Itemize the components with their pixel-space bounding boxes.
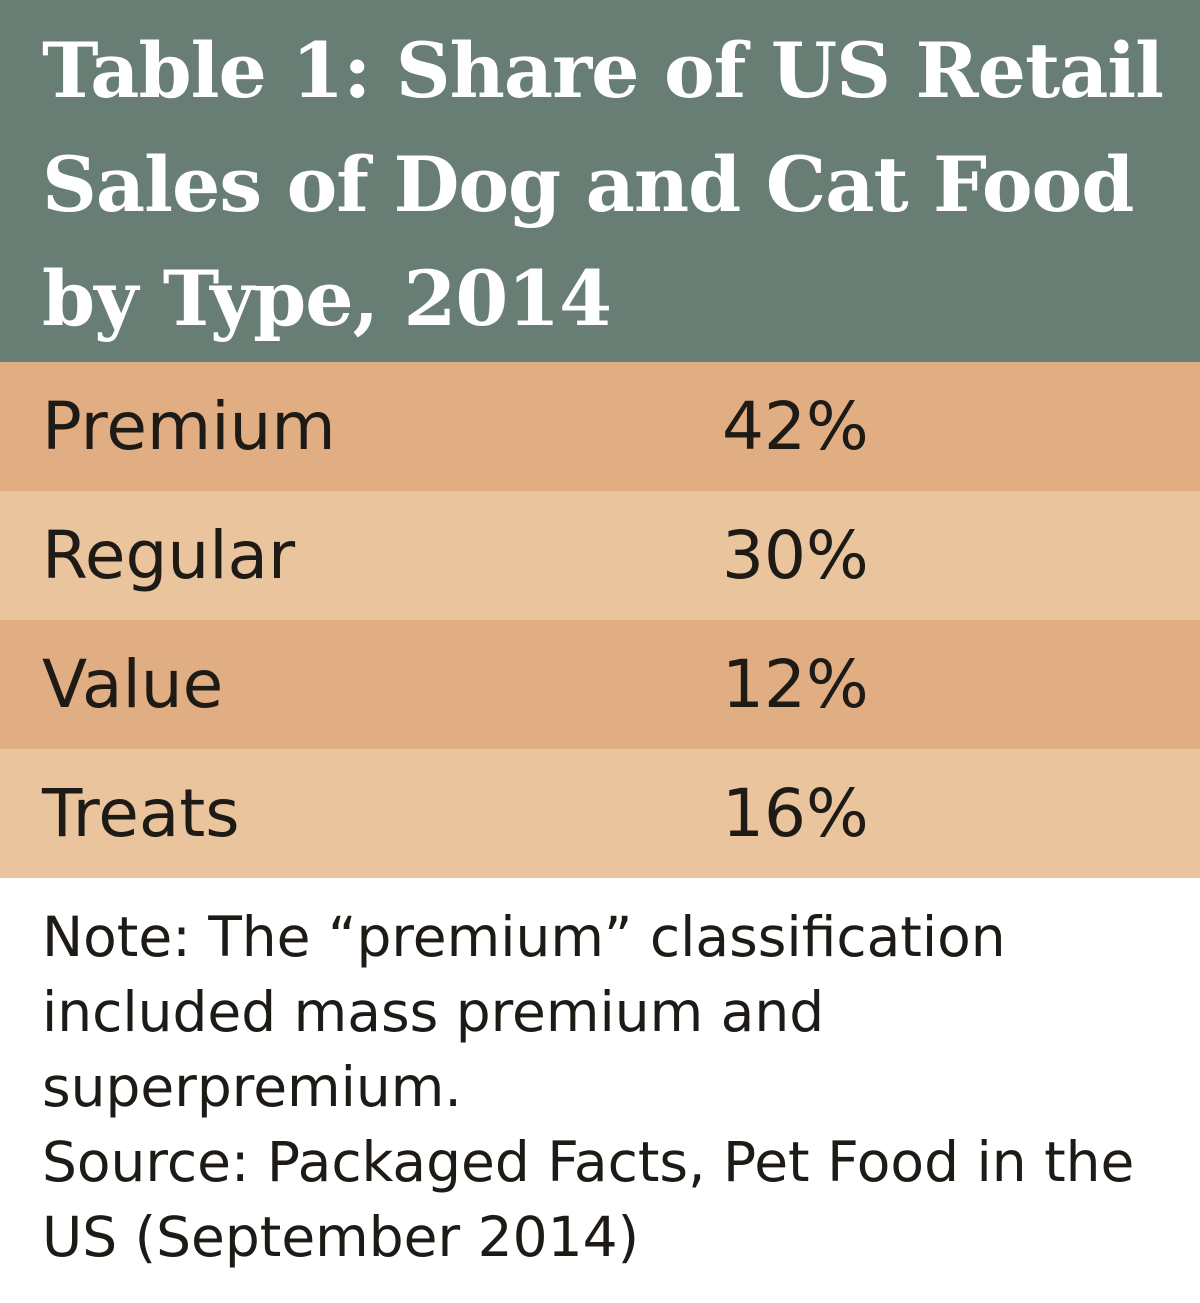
table-title: Table 1: Share of US Retail Sales of Dog… xyxy=(42,26,1164,343)
source-text: Source: Packaged Facts, Pet Food in the … xyxy=(42,1130,1135,1269)
row-label: Regular xyxy=(42,517,296,594)
table-row: Treats 16% xyxy=(0,749,1200,878)
table-row: Value 12% xyxy=(0,620,1200,749)
row-label: Value xyxy=(42,646,224,723)
table-row: Regular 30% xyxy=(0,491,1200,620)
row-value: 30% xyxy=(722,517,869,594)
row-label: Premium xyxy=(42,388,336,465)
row-value: 16% xyxy=(722,775,869,852)
table-header: Table 1: Share of US Retail Sales of Dog… xyxy=(0,0,1200,362)
table-body: Premium 42% Regular 30% Value 12% Treats… xyxy=(0,362,1200,878)
row-value: 12% xyxy=(722,646,869,723)
row-value: 42% xyxy=(722,388,869,465)
table-footnote: Note: The “premium” classification inclu… xyxy=(42,900,1182,1275)
table-row: Premium 42% xyxy=(0,362,1200,491)
note-text: Note: The “premium” classification inclu… xyxy=(42,905,1006,1119)
row-label: Treats xyxy=(42,775,240,852)
